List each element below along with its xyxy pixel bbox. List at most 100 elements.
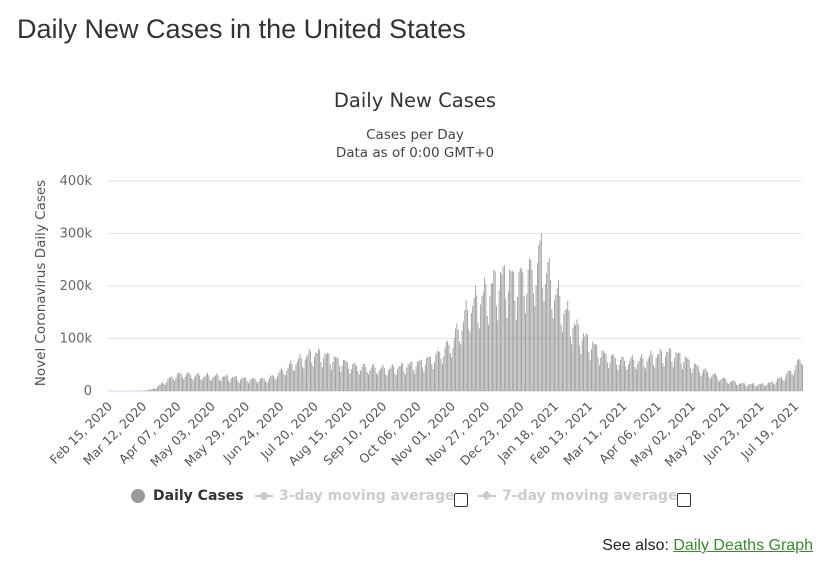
bar: [635, 369, 637, 391]
bar: [774, 384, 776, 391]
bar: [740, 383, 742, 391]
bar: [799, 359, 801, 391]
bar: [261, 377, 263, 391]
bar: [414, 373, 416, 391]
bar: [313, 356, 315, 391]
bar: [199, 375, 201, 391]
bar: [217, 375, 219, 391]
bar: [587, 334, 588, 391]
bar: [273, 375, 274, 391]
bar: [663, 366, 665, 391]
bar: [783, 381, 785, 391]
bar: [476, 295, 478, 391]
bar: [506, 318, 508, 391]
daily-deaths-graph-link[interactable]: Daily Deaths Graph: [673, 537, 813, 554]
bar: [232, 376, 234, 391]
bar: [788, 370, 790, 391]
bar: [509, 269, 511, 391]
bar: [552, 318, 554, 391]
bar: [784, 377, 786, 391]
bar: [617, 369, 619, 391]
bar: [208, 375, 210, 391]
bar: [744, 383, 745, 391]
y-tick-label: 200k: [60, 279, 93, 294]
bar: [565, 308, 567, 391]
bar: [515, 319, 517, 391]
bar: [146, 390, 148, 391]
bar: [258, 381, 260, 391]
bar: [598, 365, 600, 391]
bar: [795, 365, 797, 391]
bar: [680, 363, 682, 391]
bar: [267, 380, 269, 391]
bar: [193, 377, 195, 391]
bar: [577, 324, 579, 391]
bar: [435, 354, 437, 391]
bar: [796, 360, 798, 391]
bar: [254, 378, 256, 391]
bar: [573, 323, 575, 391]
bar: [366, 372, 368, 391]
bar: [638, 360, 640, 391]
toggle-3-day-average-checkbox[interactable]: [454, 493, 468, 507]
bar: [678, 352, 679, 391]
bar: [779, 377, 781, 391]
bar: [713, 373, 715, 391]
bar: [407, 363, 409, 391]
bar: [443, 356, 445, 391]
bar: [327, 352, 329, 391]
bar: [220, 381, 222, 391]
bar: [505, 298, 507, 391]
bar: [275, 379, 277, 391]
bar: [255, 381, 257, 391]
bar: [439, 352, 441, 391]
toggle-7-day-average-checkbox[interactable]: [677, 493, 691, 507]
bar: [447, 340, 449, 391]
legend-label-7-day-average: 7-day moving average: [502, 488, 678, 504]
bar: [183, 379, 185, 391]
bar: [215, 375, 216, 391]
bar: [657, 354, 658, 391]
bar: [348, 368, 350, 391]
legend-line-circle-icon: [255, 489, 273, 503]
bar: [286, 370, 288, 391]
bar: [725, 379, 727, 391]
bar: [522, 272, 524, 391]
bar: [510, 271, 512, 391]
bar: [608, 368, 610, 391]
bar: [336, 357, 338, 391]
bar: [478, 328, 480, 391]
bar: [213, 376, 215, 391]
legend-item-7-day-average[interactable]: 7-day moving average: [478, 488, 678, 504]
bar: [583, 333, 584, 391]
bar: [712, 374, 714, 391]
bar: [287, 367, 289, 391]
bar: [667, 352, 669, 391]
bar: [589, 360, 591, 391]
bar: [494, 271, 496, 391]
bar: [340, 371, 342, 391]
bar: [658, 353, 660, 391]
bar: [418, 361, 420, 391]
bar: [403, 372, 405, 391]
bar: [373, 363, 375, 391]
bar: [427, 357, 429, 391]
bar: [279, 369, 281, 391]
bar: [346, 362, 348, 391]
bar: [720, 379, 722, 391]
bar: [535, 285, 537, 391]
bar: [708, 376, 710, 391]
bar: [569, 336, 571, 391]
bar: [352, 364, 354, 391]
bar: [302, 366, 303, 391]
bar: [361, 366, 363, 391]
bar: [212, 377, 214, 391]
legend-item-3-day-average[interactable]: 3-day moving average: [255, 488, 455, 504]
bar: [211, 380, 212, 391]
legend-item-daily-cases[interactable]: Daily Cases: [131, 488, 244, 504]
bar: [507, 291, 509, 391]
bar: [274, 378, 276, 391]
bar: [391, 363, 393, 391]
bar: [637, 363, 639, 391]
bar: [390, 367, 392, 391]
